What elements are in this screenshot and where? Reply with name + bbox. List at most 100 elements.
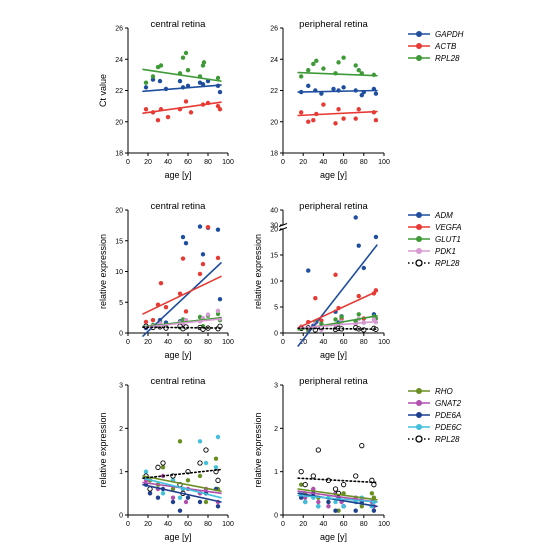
data-point [341, 116, 346, 121]
y-tick-label: 2 [119, 426, 123, 433]
data-point [143, 85, 149, 90]
data-point [303, 499, 308, 505]
data-point [359, 92, 364, 98]
x-tick-label: 0 [281, 521, 285, 528]
regression-line-rpl28 [297, 327, 378, 330]
x-tick-label: 100 [222, 159, 234, 166]
data-point [306, 268, 311, 273]
data-point [157, 78, 163, 84]
data-point [217, 296, 223, 302]
y-tick-label: 10 [270, 279, 278, 286]
legend-label: ADM [434, 211, 453, 220]
data-point [197, 499, 203, 505]
chart-c2: 0 20 40 60 80 100 0 1 2 3 peripheral retina age [y]… [253, 376, 390, 542]
data-point [310, 473, 316, 479]
legend-marker [416, 31, 422, 37]
data-point [180, 256, 186, 261]
data-point [353, 116, 358, 121]
x-axis-label: age [y] [320, 350, 347, 360]
regression-line-pde6c [297, 494, 378, 503]
data-point [316, 499, 321, 505]
legend-label: RPL28 [435, 435, 460, 444]
data-point [177, 508, 183, 513]
x-tick-label: 60 [184, 159, 192, 166]
series-adm [143, 224, 223, 331]
data-point [165, 114, 171, 120]
y-tick-label: 20 [115, 208, 123, 215]
data-point [306, 119, 311, 124]
x-tick-label: 40 [320, 339, 328, 346]
data-point [203, 460, 209, 466]
x-axis-label: age [y] [164, 532, 191, 542]
data-point [298, 74, 304, 79]
data-point [155, 117, 161, 123]
data-point [373, 117, 379, 123]
legend-label: RPL28 [435, 54, 460, 63]
data-point [215, 308, 221, 314]
data-point [163, 304, 169, 310]
data-point [306, 83, 311, 89]
x-tick-label: 0 [126, 521, 130, 528]
x-tick-label: 80 [204, 521, 212, 528]
data-point [143, 80, 149, 85]
x-tick-label: 20 [299, 521, 307, 528]
data-point [177, 439, 183, 444]
y-axis-label: relative expression [98, 412, 108, 487]
data-point [197, 460, 203, 466]
data-point [215, 504, 221, 509]
x-tick-label: 40 [164, 159, 172, 166]
x-tick-label: 80 [360, 521, 368, 528]
data-point [160, 465, 166, 470]
y-tick-label: 1 [119, 469, 123, 476]
regression-line-rho [297, 488, 378, 501]
x-tick-label: 80 [360, 339, 368, 346]
y-tick-label: 10 [115, 269, 123, 276]
data-point [326, 504, 331, 509]
x-tick-label: 0 [126, 159, 130, 166]
legend-marker [415, 435, 423, 443]
data-point [170, 486, 176, 492]
data-point [197, 439, 203, 444]
data-point [180, 55, 186, 60]
regression-line-adm [142, 262, 222, 337]
data-point [331, 86, 336, 92]
data-point [200, 252, 206, 257]
data-point [336, 508, 341, 513]
y-tick-label: 22 [115, 88, 123, 95]
legend-label: ACTB [434, 42, 457, 51]
data-point [316, 504, 321, 509]
y-tick-label: 3 [274, 383, 278, 390]
legend-marker [416, 388, 422, 394]
data-point [217, 107, 223, 112]
y-tick-label: 40 [270, 208, 278, 215]
x-tick-label: 20 [144, 159, 152, 166]
data-point [373, 91, 379, 96]
data-point [203, 447, 209, 453]
data-point [319, 91, 324, 96]
x-tick-label: 20 [299, 339, 307, 346]
x-tick-label: 60 [184, 339, 192, 346]
data-point [315, 447, 321, 453]
chart-title: central retina [151, 19, 207, 30]
series-actb [298, 102, 379, 126]
y-tick-label: 3 [119, 383, 123, 390]
y-tick-label: 18 [270, 151, 278, 158]
data-point [185, 67, 191, 73]
data-point [147, 486, 153, 492]
data-point [183, 99, 189, 104]
legend-marker [416, 224, 422, 230]
y-tick-label: 15 [270, 253, 278, 260]
y-tick-label: 24 [270, 57, 278, 64]
data-point [356, 243, 361, 248]
legend-label: GNAT2 [435, 399, 462, 408]
y-tick-label: 2 [274, 426, 278, 433]
data-point [353, 473, 359, 479]
data-point [155, 464, 161, 470]
axis-break-mark [278, 227, 288, 231]
x-tick-label: 20 [299, 159, 307, 166]
data-point [359, 443, 365, 449]
x-tick-label: 20 [144, 521, 152, 528]
x-tick-label: 100 [378, 339, 390, 346]
data-point [215, 103, 221, 109]
data-point [356, 67, 361, 73]
